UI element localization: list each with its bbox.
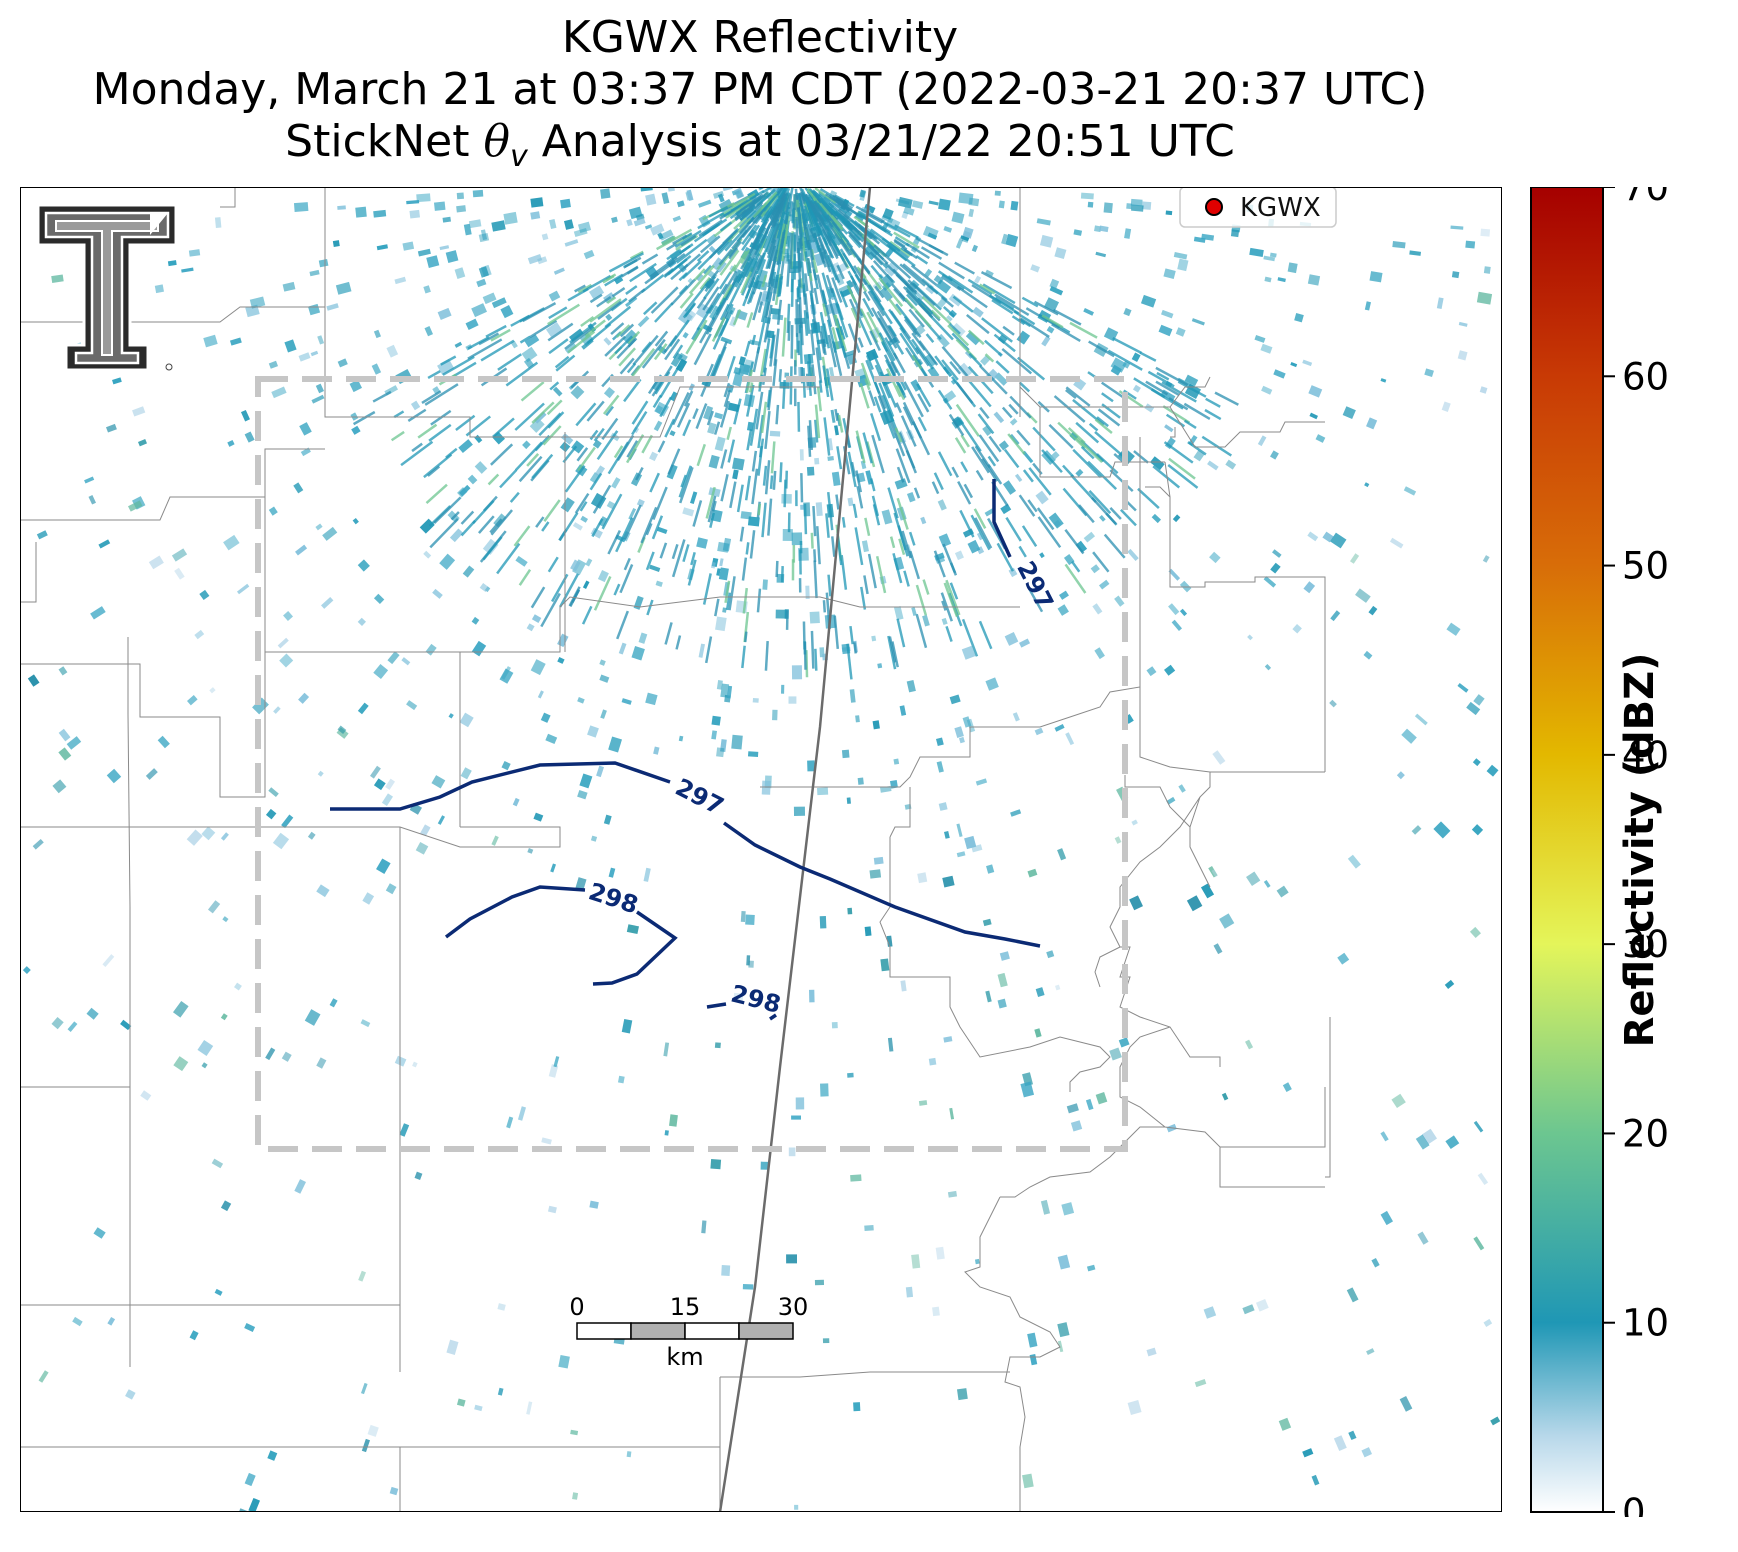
colorbar-tick-label-20: 20 (1622, 1112, 1669, 1155)
scale-label-30: 30 (778, 1293, 809, 1321)
title-line-3: StickNet θv Analysis at 03/21/22 20:51 U… (20, 116, 1500, 183)
colorbar-ramp (1530, 187, 1604, 1513)
double-t-logo-cut (150, 213, 168, 235)
colorbar-ticks: 0 10 20 30 40 50 60 70 (1603, 187, 1669, 1517)
radar-map[interactable]: 297 297 298 298 KGWX (20, 187, 1502, 1512)
scale-segment-1 (576, 1322, 632, 1340)
colorbar-tick-label-60: 60 (1622, 355, 1669, 398)
colorbar-tick-label-70: 70 (1622, 187, 1669, 209)
title-line-3-prefix: StickNet (285, 116, 484, 167)
scale-label-15: 15 (670, 1293, 701, 1321)
title-line-1: KGWX Reflectivity (561, 12, 959, 63)
colorbar-label: Reflectivity (dBZ) (1617, 652, 1663, 1048)
contour-297-line-north (992, 479, 1012, 558)
colorbar-tick-label-10: 10 (1622, 1302, 1669, 1345)
registered-mark-icon (165, 363, 173, 371)
colorbar-tick-label-0: 0 (1622, 1491, 1646, 1517)
scale-segment-3 (684, 1322, 740, 1340)
scale-segment-2 (630, 1322, 686, 1340)
county-boundaries (20, 187, 1331, 1512)
scale-unit: km (666, 1343, 703, 1371)
legend-marker-icon (1205, 198, 1223, 216)
contour-298-line-b (592, 910, 678, 986)
colorbar-tick-label-50: 50 (1622, 545, 1669, 588)
scale-bar: 0 15 30 km (569, 1293, 808, 1371)
texas-tech-logo (36, 203, 178, 372)
contour-297-line-b (722, 821, 1041, 948)
contour-298-line-c (706, 1002, 727, 1009)
analysis-domain-box (255, 376, 1128, 1152)
map-canvas[interactable]: 297 297 298 298 KGWX (20, 187, 1502, 1512)
legend-box (1179, 187, 1337, 228)
title-line-2: Monday, March 21 at 03:37 PM CDT (2022-0… (92, 64, 1428, 115)
theta-subscript: v (509, 138, 528, 174)
colorbar-tick-label-40: 40 (1622, 734, 1669, 777)
legend-label: KGWX (1240, 193, 1321, 223)
figure-title: KGWX Reflectivity Monday, March 21 at 03… (20, 12, 1500, 183)
colorbar: 0 10 20 30 40 50 60 70 (1530, 187, 1669, 1517)
scale-segment-4 (738, 1322, 794, 1340)
map-legend: KGWX (1179, 187, 1337, 228)
reflectivity-layer (22, 187, 1501, 1512)
scale-label-0: 0 (569, 1293, 584, 1321)
contour-298-line-a (444, 885, 586, 939)
theta-symbol: θ (483, 116, 510, 167)
colorbar-tick-label-30: 30 (1622, 923, 1669, 966)
highway-line (718, 187, 872, 1512)
contour-297-line-a (330, 761, 671, 811)
contour-298-line-d (769, 1013, 777, 1021)
title-line-3-suffix: Analysis at 03/21/22 20:51 UTC (527, 116, 1235, 167)
